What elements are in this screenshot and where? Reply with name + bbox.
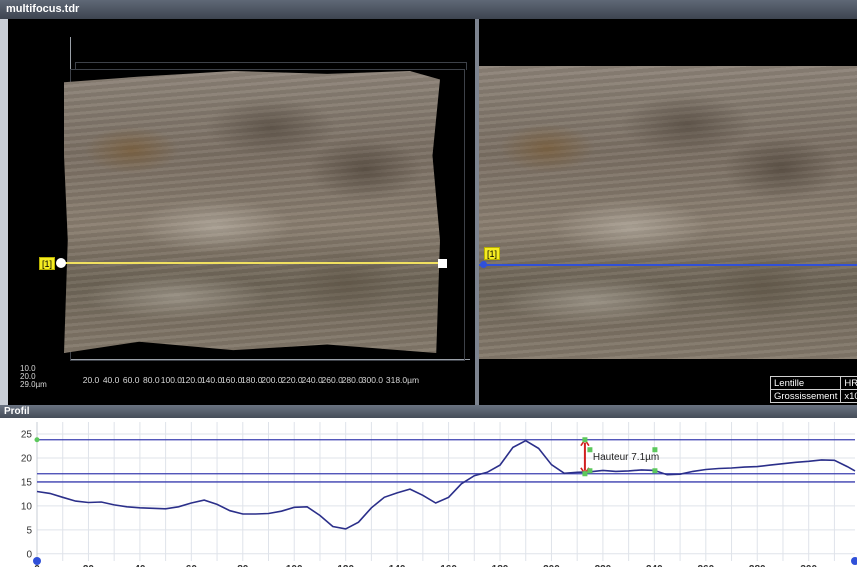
profile-chart[interactable]: Hauteur 7.1µm 0 5 10 15 20 25 0 20 40 60 80 100 120… — [0, 418, 857, 567]
profile-marker-2d[interactable]: [1] — [484, 247, 500, 260]
view-splitter[interactable] — [475, 19, 479, 405]
measure-handle — [587, 447, 593, 453]
info-key: Grossissement — [769, 389, 842, 403]
z-axis-origin-label: 10.0 20.0 29.0µm — [20, 365, 47, 389]
profile-panel-title: Profil — [4, 406, 30, 417]
x-axis-tick-label: 140 — [389, 564, 406, 567]
surface-3d-render[interactable] — [64, 71, 440, 353]
profile-curve — [36, 439, 856, 530]
height-measure-label: Hauteur 7.1µm — [593, 452, 659, 463]
x-axis-tick-label: 0 — [34, 564, 40, 567]
profile-end-handle — [851, 557, 857, 565]
measure-handle — [582, 471, 588, 477]
info-value: HR-250 — [840, 376, 857, 390]
reference-line-handle — [34, 437, 40, 443]
y-axis-tick-label: 0 — [26, 549, 32, 560]
x-axis-tick-label: 300.0 — [361, 375, 384, 385]
x-axis-tick-label: 280 — [749, 564, 766, 567]
measure-handle — [652, 468, 658, 474]
profile-scan-line-2d[interactable] — [479, 264, 857, 266]
profile-start-handle — [33, 557, 41, 565]
x-axis-tick-label: 240.0 — [301, 375, 323, 385]
x-axis-tick-label: 200.0 — [261, 375, 283, 385]
x-axis-tick-label: 80.0 — [143, 375, 160, 385]
x-axis-tick-label: 60 — [186, 564, 198, 567]
profile-chart-svg[interactable]: Hauteur 7.1µm 0 5 10 15 20 25 0 20 40 60 80 100 120… — [0, 418, 857, 567]
lens-info-table: Lentille HR-250 Grossissement x1000 — [769, 376, 857, 403]
x-axis-tick-label: 20 — [83, 564, 95, 567]
info-key: Lentille — [769, 376, 842, 390]
x-axis-tick-label: 100 — [286, 564, 303, 567]
measure-handle — [652, 447, 658, 453]
x-axis-tick-label: 160 — [440, 564, 457, 567]
profile-scan-line[interactable] — [60, 262, 442, 264]
y-axis-tick-label: 20 — [21, 453, 33, 464]
x-axis-tick-label: 80 — [237, 564, 249, 567]
x-axis-tick-label: 120.0 — [180, 375, 203, 385]
surface-2d-image[interactable] — [479, 66, 857, 359]
x-axis-tick-label: 260.0 — [321, 375, 343, 385]
image-viewer[interactable]: [1] 10.0 20.0 29.0µm 20.0 40.0 60.0 80.0 100… — [0, 19, 857, 405]
profile-panel-header: Profil — [0, 405, 857, 418]
x-axis-tick-label: 180.0 — [241, 375, 263, 385]
z-label-bottom: 29.0µm — [20, 380, 47, 389]
measure-handle — [587, 468, 593, 474]
x-axis-tick-label: 100.0 — [160, 375, 183, 385]
x-axis-line — [70, 359, 470, 360]
x-axis-tick-label: 220.0 — [281, 375, 303, 385]
view-2d[interactable]: [1] Lentille HR-250 Grossissement x1000 — [479, 19, 857, 405]
info-value: x1000 — [840, 389, 857, 403]
x-axis-tick-label: 200 — [543, 564, 560, 567]
x-axis-tick-label: 60.0 — [122, 375, 140, 385]
measure-handle — [582, 437, 588, 443]
y-axis-tick-label: 10 — [21, 501, 33, 512]
x-axis-tick-label: 318.0µm — [385, 375, 420, 385]
y-axis-tick-label: 25 — [21, 429, 33, 440]
scan-line-start-handle[interactable] — [56, 258, 66, 268]
y-axis-tick-label: 15 — [21, 477, 33, 488]
bounding-box-top — [75, 62, 467, 70]
scan-line-end-handle[interactable] — [438, 259, 447, 268]
z-label-mid: 20.0 — [20, 372, 36, 381]
x-axis-tick-label: 240 — [646, 564, 663, 567]
x-axis-tick-label: 120 — [337, 564, 354, 567]
x-axis-tick-label: 220 — [595, 564, 612, 567]
x-axis-tick-label: 40.0 — [102, 375, 120, 385]
view-3d[interactable]: [1] 10.0 20.0 29.0µm 20.0 40.0 60.0 80.0 100… — [8, 19, 475, 405]
y-axis-tick-label: 5 — [26, 525, 32, 536]
x-axis-tick-label: 160.0 — [221, 375, 243, 385]
x-axis-tick-label: 300 — [800, 564, 817, 567]
window-title-bar: multifocus.tdr — [0, 0, 857, 19]
x-axis-tick-label: 20.0 — [82, 375, 100, 385]
x-axis-ticks: 20.0 40.0 60.0 80.0 100.0 120.0 140.0 160.0 180.… — [8, 375, 475, 389]
profile-marker[interactable]: [1] — [39, 257, 55, 270]
x-axis-tick-label: 140.0 — [200, 375, 223, 385]
x-axis-tick-label: 280.0 — [341, 375, 363, 385]
info-row: Lentille HR-250 — [769, 376, 857, 390]
info-row: Grossissement x1000 — [769, 389, 857, 403]
window-title: multifocus.tdr — [6, 3, 80, 15]
x-axis-tick-label: 180 — [492, 564, 509, 567]
x-axis-tick-label: 40 — [134, 564, 146, 567]
scan-line-2d-handle[interactable] — [480, 261, 487, 268]
z-label-top: 10.0 — [20, 364, 36, 373]
x-axis-tick-label: 260 — [697, 564, 714, 567]
